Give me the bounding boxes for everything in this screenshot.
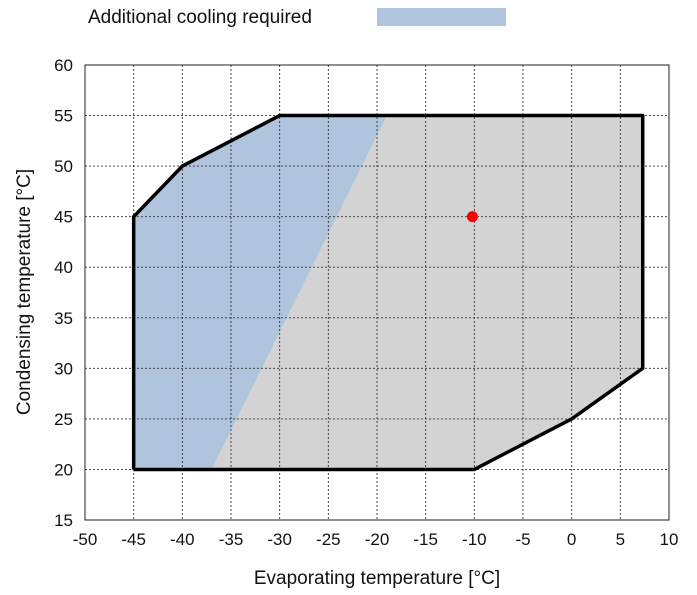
x-tick-label: 10 bbox=[660, 530, 679, 549]
envelope-outline-layer bbox=[131, 113, 645, 472]
legend-swatch bbox=[377, 8, 506, 26]
x-axis-label: Evaporating temperature [°C] bbox=[254, 568, 500, 589]
x-tick-label: -5 bbox=[515, 530, 530, 549]
y-tick-label: 20 bbox=[54, 460, 73, 479]
legend-label: Additional cooling required bbox=[88, 7, 312, 28]
marker-layer bbox=[466, 211, 478, 223]
x-tick-label: -50 bbox=[73, 530, 98, 549]
plot-frame bbox=[84, 64, 670, 521]
x-tick-label: -15 bbox=[413, 530, 438, 549]
x-tick-label: -25 bbox=[316, 530, 341, 549]
x-tick-label: -40 bbox=[170, 530, 195, 549]
y-axis-label: Condensing temperature [°C] bbox=[14, 169, 35, 415]
x-tick-label: 0 bbox=[567, 530, 576, 549]
plot-border bbox=[84, 64, 670, 521]
x-tick-label: -20 bbox=[365, 530, 390, 549]
y-tick-label: 40 bbox=[54, 258, 73, 277]
y-tick-label: 60 bbox=[54, 56, 73, 75]
envelope-outline bbox=[131, 113, 645, 472]
y-tick-label: 45 bbox=[54, 208, 73, 227]
y-tick-label: 15 bbox=[54, 511, 73, 530]
y-tick-label: 55 bbox=[54, 107, 73, 126]
x-tick-label: -45 bbox=[121, 530, 146, 549]
x-tick-label: 5 bbox=[616, 530, 625, 549]
x-tick-label: -30 bbox=[267, 530, 292, 549]
legend: Additional cooling required bbox=[88, 7, 506, 28]
plot-regions bbox=[133, 115, 643, 470]
y-tick-label: 50 bbox=[54, 157, 73, 176]
x-tick-label: -35 bbox=[219, 530, 244, 549]
operating-point-marker bbox=[466, 211, 478, 223]
additional-cooling-region bbox=[133, 115, 387, 470]
y-tick-label: 25 bbox=[54, 410, 73, 429]
x-tick-label: -10 bbox=[462, 530, 487, 549]
tick-labels: -50 -45 -40 -35 -30 -25 -20 -15 -10 -5 0 5 101520253… bbox=[54, 56, 678, 549]
y-tick-label: 35 bbox=[54, 309, 73, 328]
y-tick-label: 30 bbox=[54, 359, 73, 378]
